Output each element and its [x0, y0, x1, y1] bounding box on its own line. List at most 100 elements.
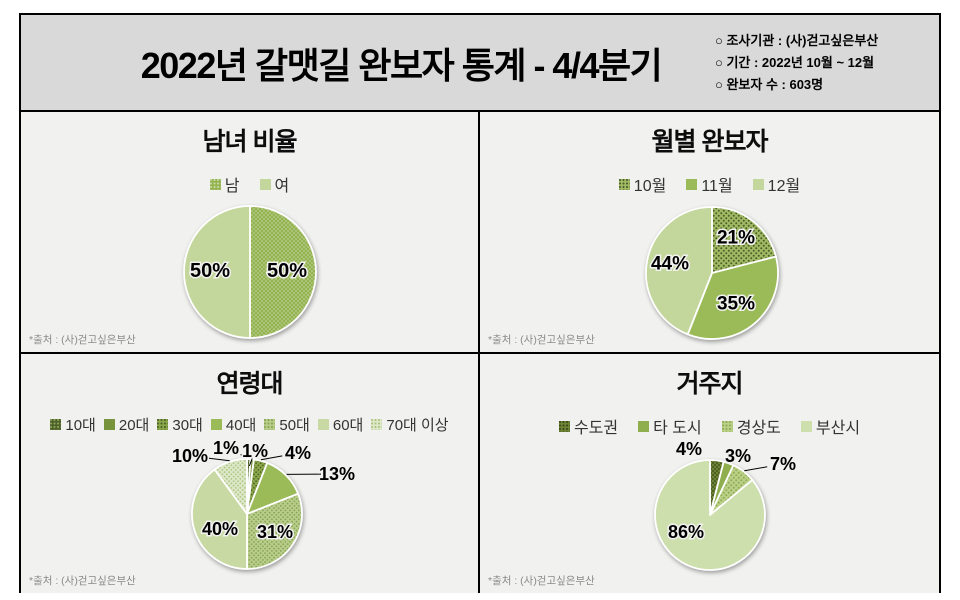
header: 2022년 갈맷길 완보자 통계 - 4/4분기 ○ 조사기관 : (사)걷고싶…: [21, 15, 939, 112]
pie-slice: [246, 458, 269, 515]
chart-title-residence: 거주지: [676, 370, 743, 398]
label-callout-line: [240, 454, 249, 459]
legend-item: 타 도시: [638, 414, 702, 438]
legend-label: 타 도시: [653, 420, 702, 437]
chart-title-age: 연령대: [216, 370, 283, 398]
pie-slice: [246, 458, 252, 515]
legend-label: 40대: [225, 417, 257, 434]
legend-item: 60대: [317, 414, 364, 435]
legend-swatch-icon: [50, 419, 62, 430]
legend-label: 11월: [701, 178, 733, 195]
chart-legend-monthly: 10월 11월 12월: [480, 172, 939, 196]
pie-slice: [246, 461, 300, 515]
pie-slice: [249, 205, 317, 339]
legend-item: 50대: [264, 414, 310, 435]
header-info: ○ 조사기관 : (사)걷고싶은부산 ○ 기간 : 2022년 10월 ~ 12…: [715, 30, 939, 96]
pie-slice-label: 44%: [651, 254, 689, 275]
legend-swatch-icon: [638, 420, 650, 432]
legend-label: 60대: [332, 417, 364, 434]
legend-item: 부산시: [800, 414, 861, 438]
pie-slice-label: 21%: [717, 228, 755, 249]
legend-swatch-icon: [259, 178, 271, 190]
pie-slice-label: 1%: [213, 438, 239, 458]
legend-item: 10월: [618, 172, 667, 196]
chart-panel-monthly: 월별 완보자 10월 11월 12월 21% 35% 44% *출처 : (사)걷고싶은…: [480, 112, 939, 354]
chart-title-monthly: 월별 완보자: [651, 128, 769, 156]
legend-item: 40대: [210, 414, 257, 435]
legend-label: 부산시: [815, 420, 861, 437]
legend-label: 남: [224, 178, 240, 195]
legend-item: 12월: [752, 172, 801, 196]
legend-label: 30대: [172, 417, 203, 434]
chart-legend-residence: 수도권 타 도시 경상도 부산시: [480, 414, 939, 438]
legend-item: 남: [209, 172, 240, 196]
pie-slice: [709, 464, 754, 516]
legend-item: 수도권: [558, 414, 618, 438]
legend-swatch-icon: [264, 419, 276, 430]
legend-item: 경상도: [721, 414, 781, 438]
pie-slice: [213, 458, 248, 515]
legend-swatch-icon: [686, 178, 698, 190]
legend-swatch-icon: [157, 419, 169, 430]
legend-label: 12월: [767, 178, 801, 195]
pie-slice: [709, 460, 735, 516]
source-note: *출처 : (사)걷고싶은부산: [29, 334, 136, 346]
pie-slice-label: 31%: [257, 522, 293, 542]
legend-item: 11월: [686, 172, 733, 196]
pie-slice: [645, 206, 713, 336]
pie-slice: [246, 492, 303, 570]
chart-panel-age: 연령대 10대 20대 30대 40대 50대 60대 70대 이상 1% 1% 4% 13% 31…: [21, 354, 480, 593]
legend-swatch-icon: [371, 419, 383, 430]
legend-label: 50대: [279, 417, 310, 434]
pie-slice: [654, 459, 766, 571]
chart-title-gender: 남녀 비율: [202, 128, 298, 156]
legend-swatch-icon: [752, 178, 764, 190]
label-callout-line: [248, 458, 253, 467]
legend-swatch-icon: [210, 419, 222, 430]
pie-slice-label: 13%: [319, 464, 355, 484]
legend-item: 70대 이상: [371, 414, 449, 435]
pie-slice: [246, 458, 255, 515]
chart-panel-residence: 거주지 수도권 타 도시 경상도 부산시 4% 3% 7% 86% *출처 : (사)걷고싶…: [480, 354, 939, 593]
pie-slice: [686, 255, 779, 340]
legend-swatch-icon: [558, 420, 570, 432]
info-line-period: ○ 기간 : 2022년 10월 ~ 12월: [715, 54, 875, 70]
pie-slice-label: 4%: [285, 443, 311, 463]
pie-slice: [709, 459, 725, 516]
legend-swatch-icon: [800, 420, 812, 432]
source-note: *출처 : (사)걷고싶은부산: [29, 575, 136, 587]
legend-label: 20대: [118, 417, 150, 434]
legend-item: 여: [259, 172, 290, 196]
legend-swatch-icon: [103, 419, 115, 430]
legend-item: 30대: [157, 414, 203, 435]
info-line-agency: ○ 조사기관 : (사)걷고싶은부산: [715, 32, 879, 48]
legend-label: 70대 이상: [386, 417, 449, 434]
legend-item: 10대: [50, 414, 96, 435]
page-title: 2022년 갈맷길 완보자 통계 - 4/4분기: [140, 44, 663, 86]
legend-label: 경상도: [736, 420, 781, 437]
legend-item: 20대: [103, 414, 150, 435]
label-callout-line: [260, 455, 283, 461]
source-note: *출처 : (사)걷고싶은부산: [488, 334, 595, 346]
pie-slice-label: 35%: [717, 294, 755, 315]
legend-label: 10월: [633, 178, 667, 195]
pie-slice-label: 50%: [190, 260, 230, 282]
label-callout-line: [205, 457, 230, 462]
legend-swatch-icon: [209, 178, 221, 190]
legend-swatch-icon: [618, 178, 630, 190]
pie-slice: [191, 468, 248, 570]
pie-slice-label: 86%: [668, 522, 704, 542]
legend-label: 10대: [65, 417, 96, 434]
chart-legend-age: 10대 20대 30대 40대 50대 60대 70대 이상: [21, 414, 478, 435]
pie-slice: [711, 206, 777, 274]
legend-swatch-icon: [317, 419, 329, 430]
legend-label: 여: [274, 178, 290, 195]
pie-slice-label: 40%: [202, 519, 238, 539]
pie-slice-label: 7%: [770, 454, 796, 474]
legend-swatch-icon: [721, 420, 733, 432]
source-note: *출처 : (사)걷고싶은부산: [488, 575, 595, 587]
pie-slice-label: 1%: [242, 441, 268, 461]
